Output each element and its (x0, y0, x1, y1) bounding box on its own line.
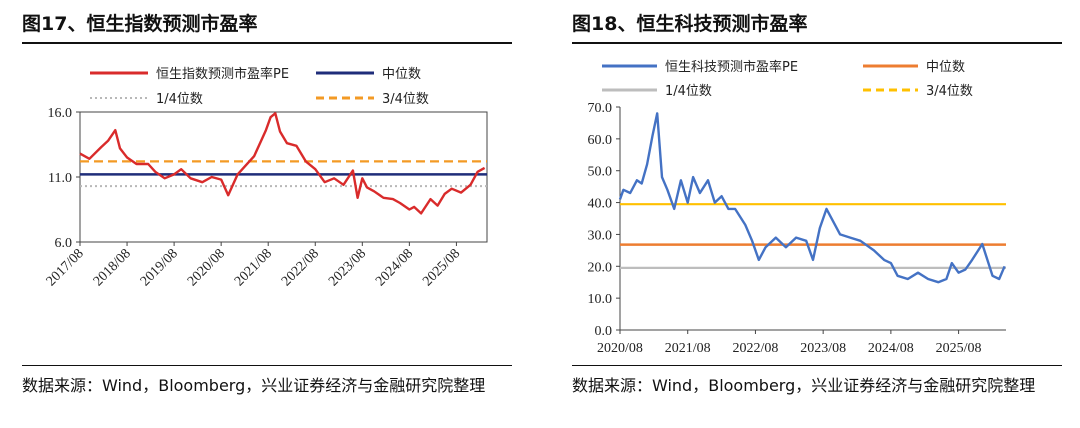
chart-hstech-pe: 恒生科技预测市盈率PE 中位数 1/4位数 3/4位数 0.0 10.0 20.0 30.0 4… (588, 59, 1006, 356)
chart-source: 数据来源：Wind，Bloomberg，兴业证券经济与金融研究院整理 (572, 376, 1036, 395)
title-rule (572, 42, 1062, 44)
x-tick-label: 2019/08 (138, 246, 181, 289)
legend-label-q3: 3/4位数 (382, 92, 429, 107)
x-tick-label: 2020/08 (185, 246, 228, 289)
legend-label-q1: 1/4位数 (156, 92, 203, 107)
chart-source: 数据来源：Wind，Bloomberg，兴业证券经济与金融研究院整理 (22, 376, 486, 395)
x-tick-label: 2018/08 (91, 246, 134, 289)
legend-label-q1: 1/4位数 (665, 84, 712, 99)
series-line-pe (79, 112, 486, 215)
y-tick-label: 16.0 (48, 106, 73, 121)
source-rule (572, 365, 1062, 366)
chart-panel-hsi: 图17、恒生指数预测市盈率 恒生指数预测市盈率PE 中位数 1/4位数 3/4位数 6.… (0, 0, 530, 428)
chart-title: 图18、恒生科技预测市盈率 (572, 13, 808, 35)
y-tick-label: 20.0 (588, 260, 613, 275)
legend-label-median: 中位数 (926, 60, 965, 75)
chart-panel-hstech: 图18、恒生科技预测市盈率 恒生科技预测市盈率PE 中位数 1/4位数 3/4位数 0.… (550, 0, 1080, 428)
source-rule (22, 365, 512, 366)
chart-title: 图17、恒生指数预测市盈率 (22, 13, 258, 35)
title-rule (22, 42, 512, 44)
plot-frame (79, 111, 488, 243)
x-tick-label: 2024/08 (868, 341, 914, 356)
y-tick-label: 30.0 (588, 228, 613, 243)
x-tick-label: 2020/08 (597, 341, 643, 356)
legend-label-pe: 恒生科技预测市盈率PE (665, 59, 798, 75)
y-tick-label: 11.0 (48, 171, 72, 186)
x-tick-label: 2021/08 (665, 341, 711, 356)
x-tick-label: 2022/08 (279, 246, 322, 289)
legend-label-pe: 恒生指数预测市盈率PE (156, 66, 289, 82)
x-tick-label: 2021/08 (232, 246, 275, 289)
x-tick-label: 2024/08 (373, 246, 416, 289)
y-tick-label: 10.0 (588, 292, 613, 307)
x-tick-label: 2025/08 (936, 341, 982, 356)
x-tick-label: 2017/08 (44, 246, 87, 289)
x-tick-label: 2022/08 (732, 341, 778, 356)
y-tick-label: 6.0 (55, 236, 73, 251)
y-tick-label: 70.0 (588, 101, 613, 116)
y-tick-label: 50.0 (588, 165, 613, 180)
legend-label-median: 中位数 (382, 67, 421, 82)
x-tick-label: 2023/08 (326, 246, 369, 289)
series-line-pe (618, 112, 1006, 284)
chart-hsi-pe: 恒生指数预测市盈率PE 中位数 1/4位数 3/4位数 6.0 11.0 16.0 2017/… (44, 66, 488, 289)
y-tick-label: 0.0 (595, 324, 613, 339)
legend-label-q3: 3/4位数 (926, 84, 973, 99)
y-tick-label: 60.0 (588, 133, 613, 148)
x-tick-label: 2025/08 (420, 246, 463, 289)
y-tick-label: 40.0 (588, 197, 613, 212)
x-tick-label: 2023/08 (800, 341, 846, 356)
